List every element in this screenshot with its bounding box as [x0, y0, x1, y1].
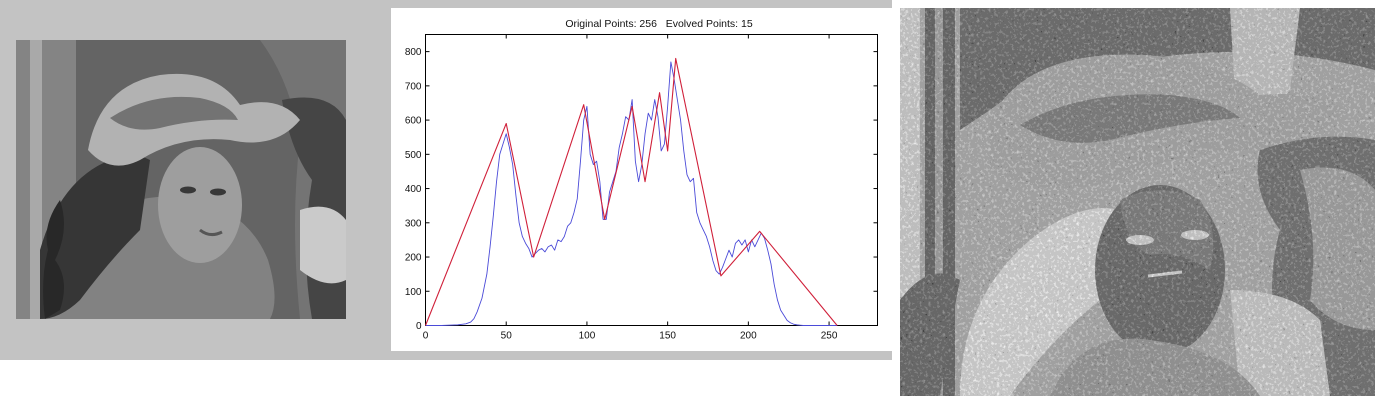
x-axis-ticks: 0 50 100 150 200 250: [423, 34, 838, 342]
x-tick-label: 100: [579, 331, 596, 342]
histogram-series-line: [425, 61, 838, 326]
x-tick-label: 150: [659, 331, 676, 342]
y-tick-label: 0: [416, 321, 422, 332]
original-photo: [16, 40, 346, 319]
y-tick-label: 100: [405, 287, 422, 298]
y-tick-label: 700: [405, 81, 422, 92]
x-tick-label: 250: [821, 331, 838, 342]
y-tick-label: 600: [405, 116, 422, 127]
x-tick-label: 0: [423, 331, 429, 342]
quantized-result-image: [900, 8, 1375, 396]
y-tick-label: 300: [405, 218, 422, 229]
photo-grain: [16, 40, 346, 319]
y-tick-label: 400: [405, 184, 422, 195]
evolved-points-series-line: [424, 57, 838, 326]
chart-title: Original Points: 256 Evolved Points: 15: [565, 18, 753, 30]
y-tick-label: 800: [405, 47, 422, 58]
result-quantization-speckle: [900, 8, 1375, 396]
y-axis-ticks: 0 100 200 300 400 500 600 700 800: [405, 47, 878, 332]
y-tick-label: 200: [405, 253, 422, 264]
x-tick-label: 50: [501, 331, 513, 342]
x-tick-label: 200: [740, 331, 757, 342]
histogram-chart: Original Points: 256 Evolved Points: 15 …: [391, 8, 892, 351]
plot-area: [425, 34, 878, 326]
series-layer: [424, 57, 838, 326]
y-tick-label: 500: [405, 150, 422, 161]
